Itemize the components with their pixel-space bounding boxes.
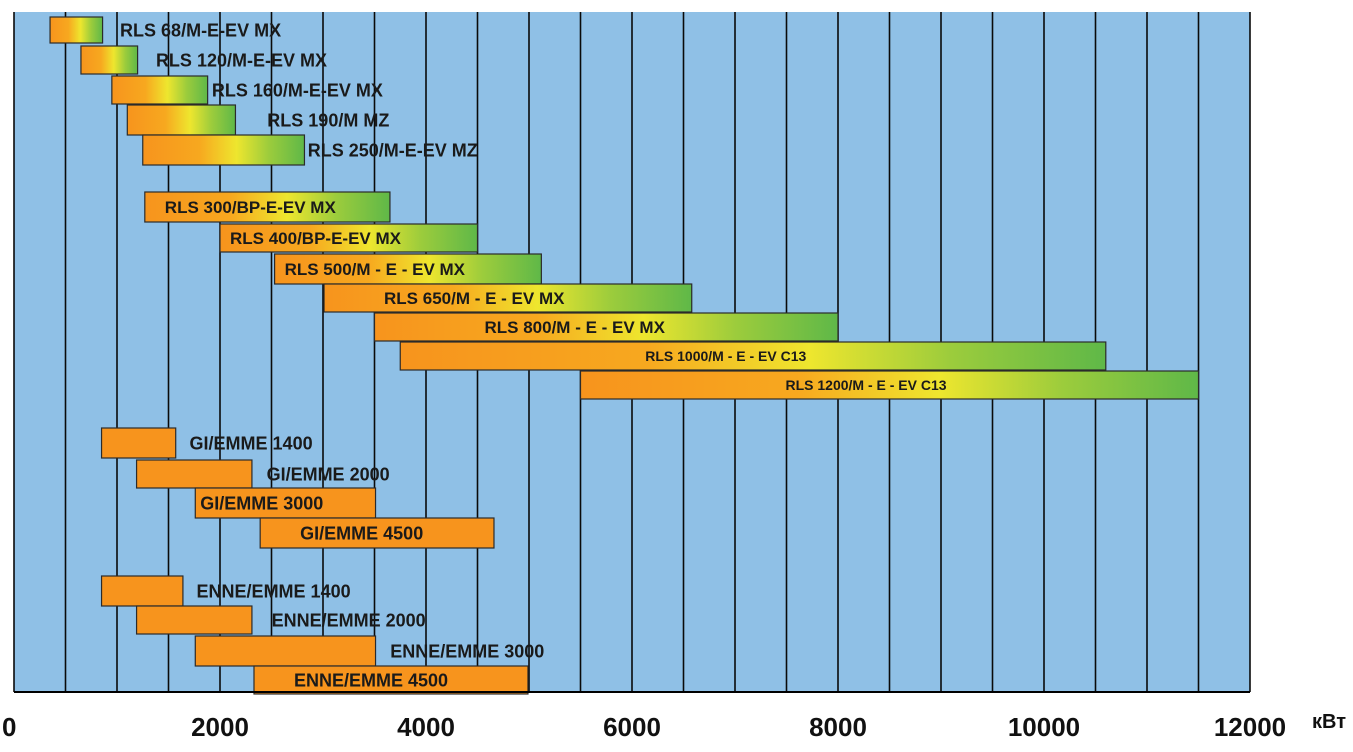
x-tick-label: 8000 [809,712,867,742]
x-tick-label: 4000 [397,712,455,742]
bar [135,459,253,489]
bar-label: RLS 500/M - E - EV MX [285,260,466,279]
bar [49,16,104,44]
bar-label: GI/EMME 4500 [300,523,423,543]
bar [259,517,495,549]
bar-label: ENNE/EMME 3000 [390,641,544,661]
bar-label: RLS 250/M-E-EV MZ [308,140,478,160]
bar [194,487,377,519]
bar-label: ENNE/EMME 4500 [294,670,448,690]
bar-label: GI/EMME 2000 [267,464,390,484]
bar-label: ENNE/EMME 1400 [197,581,351,601]
bar [111,75,209,105]
bar-label: GI/EMME 3000 [200,493,323,513]
bar-label: RLS 1200/M - E - EV C13 [786,377,947,393]
bar-labels: RLS 68/M-E-EV MX RLS 120/M-E-EV MX RLS 160… [120,20,947,690]
bar [373,312,839,342]
x-axis: 0 2000 4000 6000 8000 10000 12000 кВт [2,691,1346,742]
bar [80,45,139,75]
x-axis-unit-label: кВт [1312,711,1346,733]
bar [142,134,306,166]
bar [273,253,542,285]
bar-label: RLS 120/M-E-EV MX [156,50,327,70]
bar-label: GI/EMME 1400 [190,433,313,453]
x-tick-label: 12000 [1214,712,1286,742]
bar [144,191,391,223]
bar-label: RLS 650/M - E - EV MX [384,289,565,308]
bar [253,665,529,695]
x-tick-label: 10000 [1008,712,1080,742]
bar-label: RLS 300/BP-E-EV MX [165,198,337,217]
bar [219,223,479,253]
bar-label: RLS 190/M MZ [267,110,389,130]
x-tick-label: 6000 [603,712,661,742]
bar-label: RLS 160/M-E-EV MX [212,80,383,100]
x-tick-label: 2000 [191,712,249,742]
bars [49,16,1200,695]
bar [126,104,237,136]
bar [100,427,177,459]
bar [323,283,693,313]
bar-label: RLS 1000/M - E - EV C13 [645,348,806,364]
bar-label: RLS 400/BP-E-EV MX [230,229,402,248]
bar [135,605,253,635]
bar [100,575,184,607]
bar [194,635,377,667]
x-tick-label: 0 [2,712,16,742]
bar-label: RLS 800/M - E - EV MX [485,318,666,337]
bar-label: ENNE/EMME 2000 [272,610,426,630]
bar [579,370,1200,400]
bar [399,341,1107,371]
bar-label: RLS 68/M-E-EV MX [120,20,281,40]
